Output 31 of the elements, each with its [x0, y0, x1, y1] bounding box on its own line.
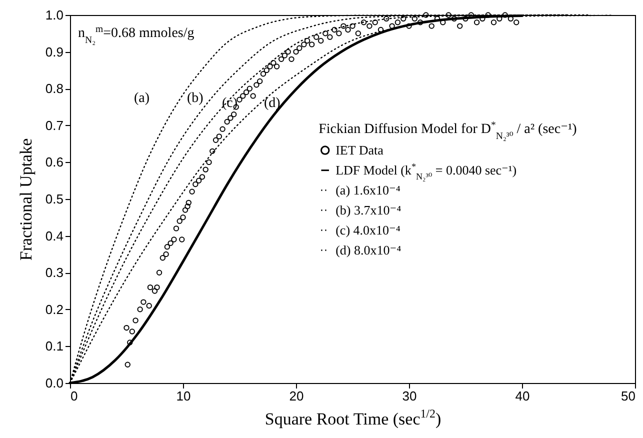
legend-label: LDF Model (k$^{*}$$_{N₂³⁰}$ = 0.0040 sec⁻¹) [336, 161, 517, 182]
legend-label: IET Data [336, 142, 384, 158]
y-tick-label: 0.0 [45, 376, 64, 390]
legend-label: (b) 3.7x10⁻⁴ [336, 202, 402, 218]
x-tick-label: 20 [289, 388, 304, 404]
y-tick-label: 0.1 [45, 338, 64, 354]
x-tick-label: 30 [402, 388, 417, 404]
y-tick-label: 0.8 [45, 81, 64, 96]
y-tick-label: 0.6 [45, 154, 64, 170]
y-tick-label: 0.5 [45, 192, 64, 206]
y-tick-label: 1.0 [45, 8, 64, 22]
annotation: (c) [222, 96, 238, 111]
legend-label: (c) 4.0x10⁻⁴ [336, 222, 401, 238]
annotation: Fickian Diffusion Model for D$^{*}$$_{N₂³⁰}$ / a² (sec⁻¹) [318, 120, 578, 142]
annotation: (b) [187, 91, 204, 106]
annotation: (d) [264, 96, 281, 111]
y-tick-label: 0.9 [45, 44, 64, 60]
legend-label: (a) 1.6x10⁻⁴ [336, 182, 401, 198]
y-tick-label: 0.4 [45, 228, 64, 244]
y-axis-title: Fractional Uptake [16, 138, 36, 261]
y-tick-label: 0.3 [45, 265, 64, 280]
x-tick-label: 40 [515, 388, 530, 404]
annotation: (a) [134, 91, 150, 106]
x-axis-title: Square Root Time (sec$^{1/2}$) [264, 406, 442, 428]
x-tick-label: 0 [70, 388, 78, 404]
x-tick-label: 50 [621, 388, 636, 404]
x-tick-label: 10 [176, 388, 191, 404]
y-tick-label: 0.2 [45, 302, 64, 317]
legend-label: (d) 8.0x10⁻⁴ [336, 242, 402, 258]
annotation: n$_{N₂}$$^{m}$=0.68 mmoles/g [78, 24, 194, 46]
y-tick-label: 0.7 [45, 118, 64, 133]
